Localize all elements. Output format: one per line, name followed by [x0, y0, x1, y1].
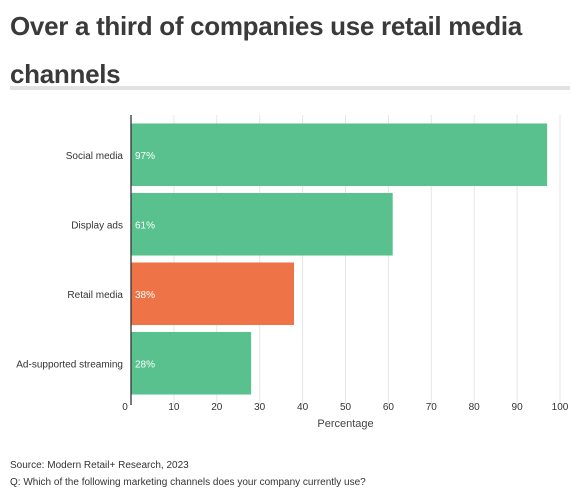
bar-data-labels: 97% 61% 38% 28%: [135, 151, 155, 371]
x-tick-label: 90: [512, 402, 524, 413]
bars: [131, 123, 548, 395]
category-label: Display ads: [71, 220, 123, 231]
bar: [131, 192, 393, 256]
category-labels: Social media Display ads Retail media Ad-su…: [16, 151, 123, 371]
category-label: Retail media: [67, 290, 123, 301]
title-divider: [10, 86, 570, 90]
bar-data-label: 28%: [135, 359, 155, 370]
x-tick-label: 60: [383, 402, 395, 413]
x-tick-label: 10: [168, 402, 180, 413]
bar-data-label: 97%: [135, 151, 155, 162]
bar-data-label: 61%: [135, 220, 155, 231]
bar: [131, 123, 548, 187]
x-tick-label: 30: [254, 402, 266, 413]
x-tick-label: 80: [469, 402, 481, 413]
bar: [131, 331, 252, 395]
source-note: Source: Modern Retail+ Research, 2023: [10, 460, 189, 471]
x-tick-label: 100: [552, 402, 569, 413]
x-tick-labels: 0 10 20 30 40 50 60 70 80 90 100: [122, 402, 569, 413]
x-tick-label: 70: [426, 402, 438, 413]
bar-chart: 97% 61% 38% 28% Social media Display ads Reta…: [16, 115, 569, 430]
category-label: Ad-supported streaming: [16, 359, 123, 370]
bar: [131, 262, 295, 326]
x-tick-label: 0: [122, 402, 128, 413]
bar-data-label: 38%: [135, 290, 155, 301]
survey-question: Q: Which of the following marketing chan…: [10, 477, 366, 488]
chart-title: Over a third of companies use retail med…: [10, 11, 522, 89]
x-axis-title: Percentage: [317, 418, 373, 430]
x-tick-label: 50: [340, 402, 352, 413]
x-tick-label: 20: [211, 402, 223, 413]
category-label: Social media: [66, 151, 124, 162]
x-tick-label: 40: [297, 402, 309, 413]
